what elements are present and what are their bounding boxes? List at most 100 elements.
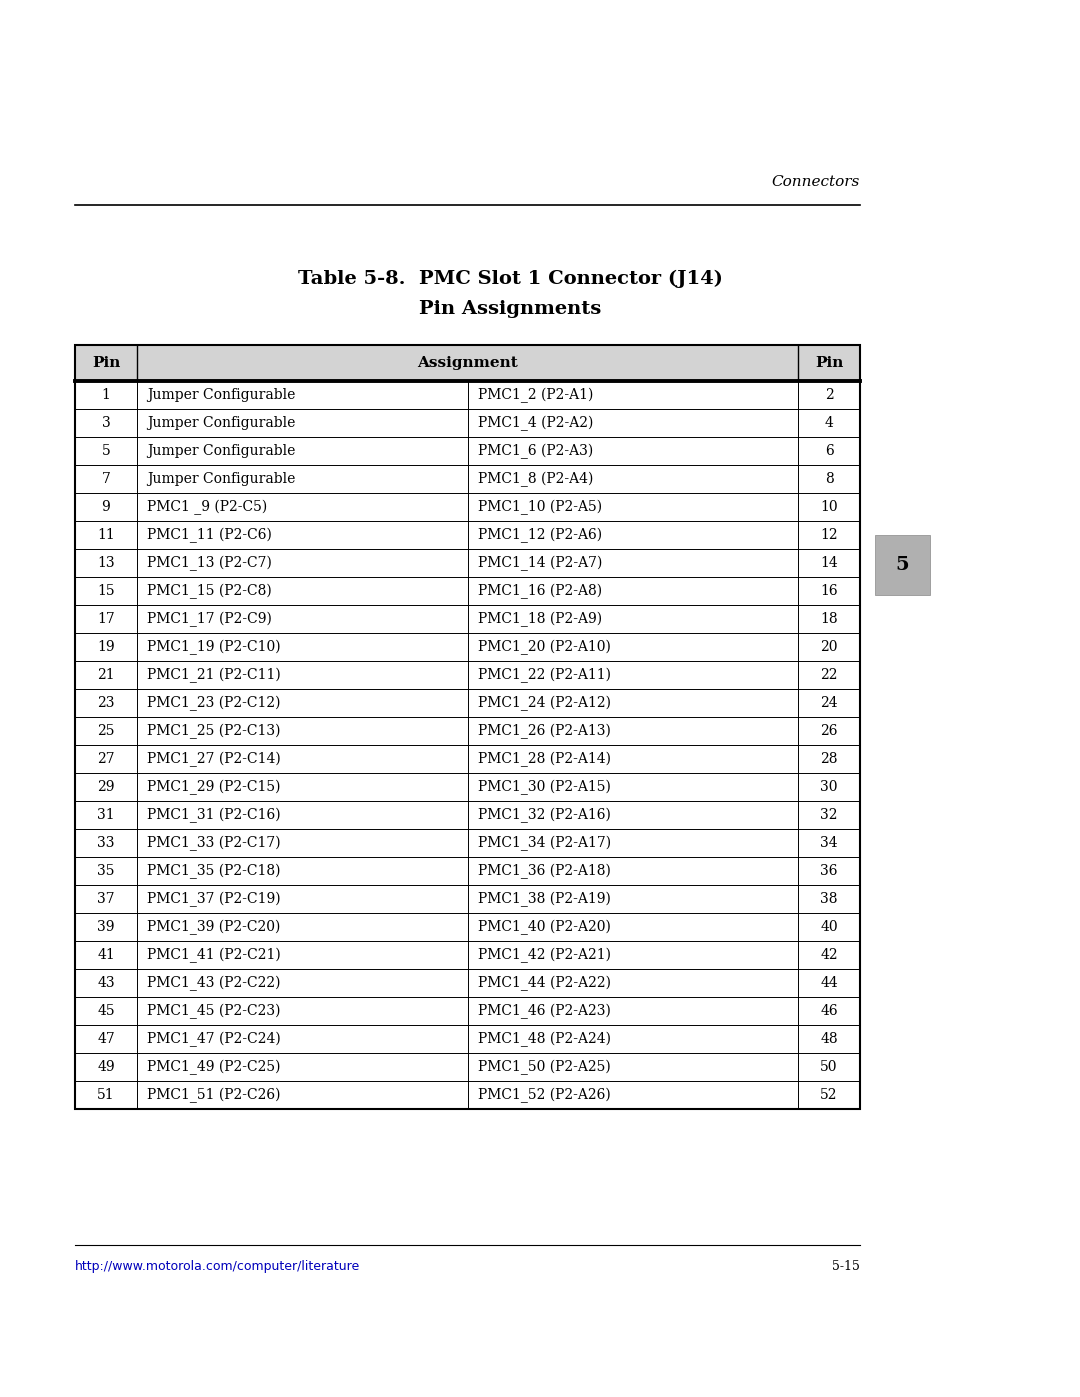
Text: Assignment: Assignment (417, 356, 518, 370)
Text: PMC1_47 (P2-C24): PMC1_47 (P2-C24) (147, 1031, 281, 1046)
Text: 40: 40 (820, 921, 838, 935)
Text: PMC1 _9 (P2-C5): PMC1 _9 (P2-C5) (147, 499, 267, 514)
Text: PMC1_42 (P2-A21): PMC1_42 (P2-A21) (477, 947, 610, 963)
Text: PMC1_46 (P2-A23): PMC1_46 (P2-A23) (477, 1003, 610, 1018)
Text: http://www.motorola.com/computer/literature: http://www.motorola.com/computer/literat… (75, 1260, 361, 1273)
Text: 1: 1 (102, 388, 110, 402)
Text: PMC1_45 (P2-C23): PMC1_45 (P2-C23) (147, 1003, 281, 1018)
Text: PMC1_11 (P2-C6): PMC1_11 (P2-C6) (147, 527, 272, 542)
Text: PMC1_15 (P2-C8): PMC1_15 (P2-C8) (147, 584, 272, 599)
Text: 7: 7 (102, 472, 110, 486)
Text: 49: 49 (97, 1060, 114, 1074)
Text: Table 5-8.  PMC Slot 1 Connector (J14): Table 5-8. PMC Slot 1 Connector (J14) (298, 270, 723, 288)
Text: PMC1_41 (P2-C21): PMC1_41 (P2-C21) (147, 947, 281, 963)
Text: 38: 38 (820, 893, 838, 907)
Text: 6: 6 (825, 444, 834, 458)
Text: PMC1_32 (P2-A16): PMC1_32 (P2-A16) (477, 807, 610, 823)
Text: 44: 44 (820, 977, 838, 990)
Text: 14: 14 (820, 556, 838, 570)
Text: 19: 19 (97, 640, 114, 654)
Text: 37: 37 (97, 893, 114, 907)
Text: 21: 21 (97, 668, 114, 682)
Text: PMC1_12 (P2-A6): PMC1_12 (P2-A6) (477, 527, 602, 542)
Text: PMC1_36 (P2-A18): PMC1_36 (P2-A18) (477, 863, 610, 879)
Text: 15: 15 (97, 584, 114, 598)
Text: PMC1_8 (P2-A4): PMC1_8 (P2-A4) (477, 471, 593, 486)
Text: PMC1_38 (P2-A19): PMC1_38 (P2-A19) (477, 891, 610, 907)
Text: 26: 26 (820, 724, 838, 738)
Text: 24: 24 (820, 696, 838, 710)
Text: 34: 34 (820, 835, 838, 849)
Text: 32: 32 (820, 807, 838, 821)
Text: Pin: Pin (92, 356, 120, 370)
Text: PMC1_39 (P2-C20): PMC1_39 (P2-C20) (147, 919, 281, 935)
Bar (75, 345, 860, 1109)
Text: PMC1_31 (P2-C16): PMC1_31 (P2-C16) (147, 807, 281, 823)
Text: PMC1_23 (P2-C12): PMC1_23 (P2-C12) (147, 696, 281, 711)
Text: 2: 2 (825, 388, 834, 402)
Text: 48: 48 (820, 1032, 838, 1046)
Text: PMC1_6 (P2-A3): PMC1_6 (P2-A3) (477, 443, 593, 458)
Text: PMC1_29 (P2-C15): PMC1_29 (P2-C15) (147, 780, 281, 795)
Text: PMC1_25 (P2-C13): PMC1_25 (P2-C13) (147, 724, 281, 739)
Text: PMC1_24 (P2-A12): PMC1_24 (P2-A12) (477, 696, 610, 711)
Text: 13: 13 (97, 556, 114, 570)
Text: 4: 4 (824, 416, 834, 430)
Text: Pin Assignments: Pin Assignments (419, 300, 602, 319)
Text: PMC1_13 (P2-C7): PMC1_13 (P2-C7) (147, 556, 272, 570)
Text: PMC1_2 (P2-A1): PMC1_2 (P2-A1) (477, 387, 593, 402)
Text: Jumper Configurable: Jumper Configurable (147, 416, 295, 430)
Text: PMC1_21 (P2-C11): PMC1_21 (P2-C11) (147, 668, 281, 683)
Text: PMC1_33 (P2-C17): PMC1_33 (P2-C17) (147, 835, 281, 851)
Text: PMC1_37 (P2-C19): PMC1_37 (P2-C19) (147, 891, 281, 907)
Text: 22: 22 (820, 668, 838, 682)
Text: 11: 11 (97, 528, 114, 542)
Text: 16: 16 (820, 584, 838, 598)
Text: PMC1_35 (P2-C18): PMC1_35 (P2-C18) (147, 863, 281, 879)
Text: PMC1_49 (P2-C25): PMC1_49 (P2-C25) (147, 1059, 281, 1074)
Text: 33: 33 (97, 835, 114, 849)
Text: PMC1_19 (P2-C10): PMC1_19 (P2-C10) (147, 640, 281, 655)
Text: PMC1_52 (P2-A26): PMC1_52 (P2-A26) (477, 1087, 610, 1102)
Text: 8: 8 (825, 472, 834, 486)
Text: 5: 5 (102, 444, 110, 458)
Text: PMC1_48 (P2-A24): PMC1_48 (P2-A24) (477, 1031, 610, 1046)
Text: 27: 27 (97, 752, 114, 766)
Text: 12: 12 (820, 528, 838, 542)
Text: Jumper Configurable: Jumper Configurable (147, 444, 295, 458)
Text: 43: 43 (97, 977, 114, 990)
Text: 39: 39 (97, 921, 114, 935)
Bar (75, 345, 860, 381)
Text: PMC1_4 (P2-A2): PMC1_4 (P2-A2) (477, 415, 593, 430)
Text: 5: 5 (895, 556, 909, 574)
Text: 9: 9 (102, 500, 110, 514)
Text: 3: 3 (102, 416, 110, 430)
Text: 35: 35 (97, 863, 114, 877)
Text: PMC1_34 (P2-A17): PMC1_34 (P2-A17) (477, 835, 610, 851)
Text: PMC1_22 (P2-A11): PMC1_22 (P2-A11) (477, 668, 610, 683)
Bar (875, 535, 930, 595)
Text: 17: 17 (97, 612, 114, 626)
Text: 29: 29 (97, 780, 114, 793)
Text: 28: 28 (820, 752, 838, 766)
Text: PMC1_40 (P2-A20): PMC1_40 (P2-A20) (477, 919, 610, 935)
Text: 23: 23 (97, 696, 114, 710)
Text: PMC1_44 (P2-A22): PMC1_44 (P2-A22) (477, 975, 610, 990)
Text: 42: 42 (820, 949, 838, 963)
Text: PMC1_27 (P2-C14): PMC1_27 (P2-C14) (147, 752, 281, 767)
Text: PMC1_16 (P2-A8): PMC1_16 (P2-A8) (477, 584, 602, 599)
Text: 52: 52 (820, 1088, 838, 1102)
Text: 45: 45 (97, 1004, 114, 1018)
Text: 30: 30 (820, 780, 838, 793)
Text: 31: 31 (97, 807, 114, 821)
Text: PMC1_20 (P2-A10): PMC1_20 (P2-A10) (477, 640, 610, 655)
Text: PMC1_26 (P2-A13): PMC1_26 (P2-A13) (477, 724, 610, 739)
Text: 47: 47 (97, 1032, 114, 1046)
Text: 18: 18 (820, 612, 838, 626)
Text: PMC1_43 (P2-C22): PMC1_43 (P2-C22) (147, 975, 281, 990)
Text: Jumper Configurable: Jumper Configurable (147, 388, 295, 402)
Text: 51: 51 (97, 1088, 114, 1102)
Text: 36: 36 (820, 863, 838, 877)
Text: PMC1_18 (P2-A9): PMC1_18 (P2-A9) (477, 612, 602, 627)
Text: PMC1_51 (P2-C26): PMC1_51 (P2-C26) (147, 1087, 281, 1102)
